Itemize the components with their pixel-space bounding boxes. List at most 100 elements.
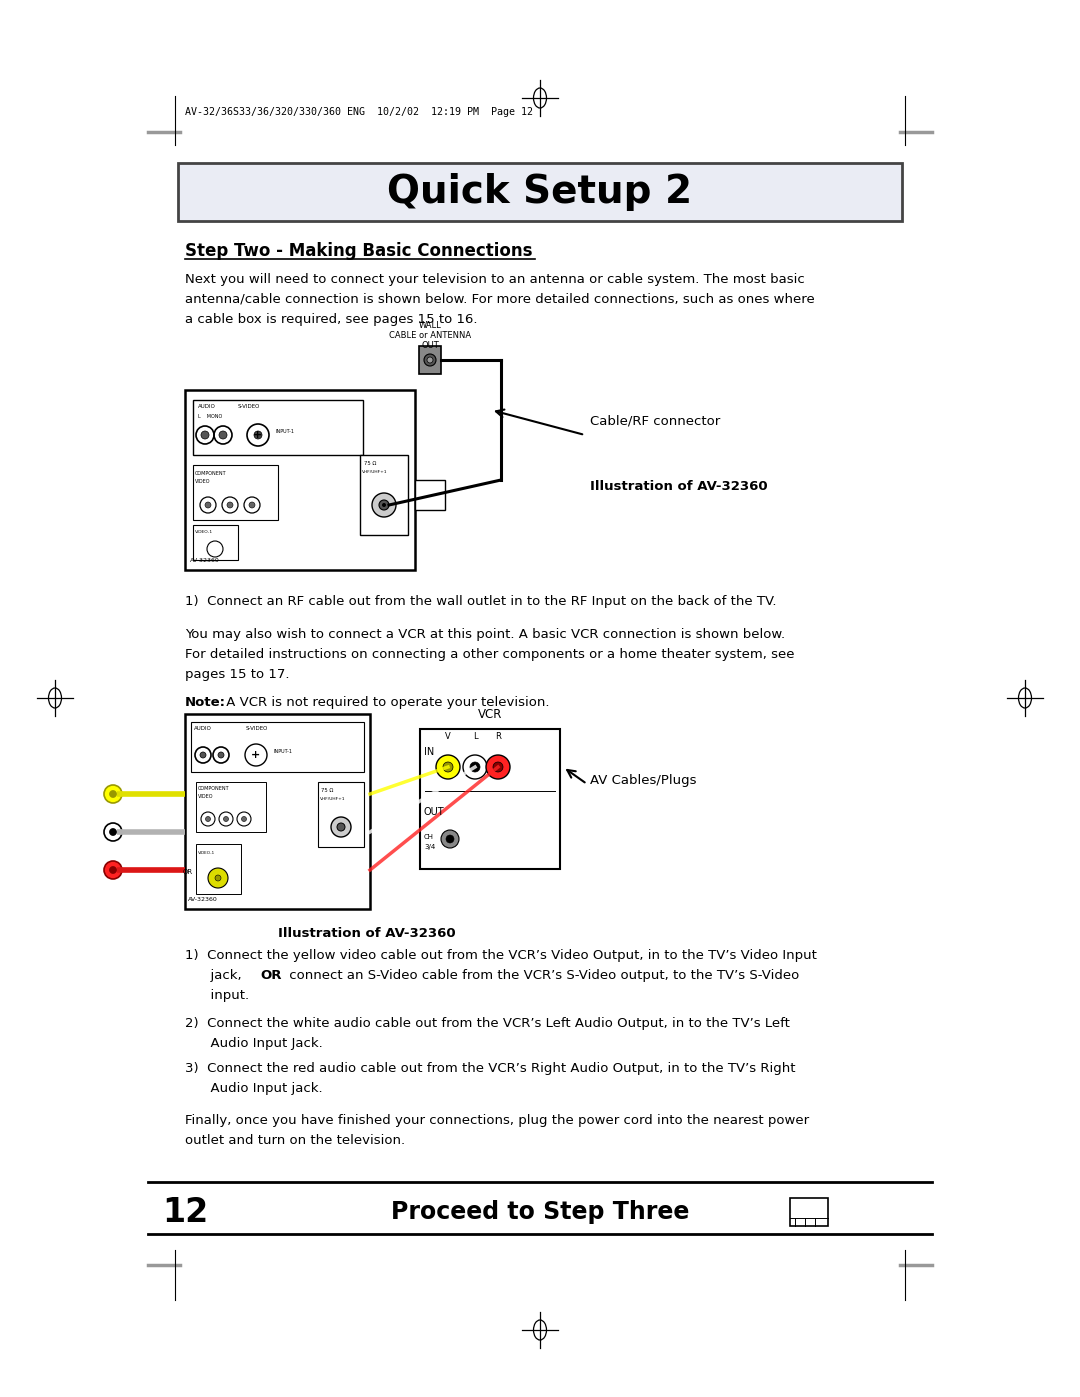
Text: input.: input. (185, 989, 249, 1002)
Circle shape (219, 432, 227, 439)
Text: For detailed instructions on connecting a other components or a home theater sys: For detailed instructions on connecting … (185, 648, 795, 661)
Text: IN: IN (424, 747, 434, 757)
Bar (318, 782, 364, 847)
Text: antenna/cable connection is shown below. For more detailed connections, such as : antenna/cable connection is shown below.… (185, 293, 814, 306)
Text: 12: 12 (162, 1196, 208, 1228)
Text: CABLE or ANTENNA: CABLE or ANTENNA (389, 331, 471, 339)
Circle shape (470, 761, 480, 773)
Text: Note:: Note: (185, 696, 226, 710)
Text: L    MONO: L MONO (198, 414, 222, 419)
Text: AV-32360: AV-32360 (190, 557, 219, 563)
Text: 1)  Connect an RF cable out from the wall outlet in to the RF Input on the back : 1) Connect an RF cable out from the wall… (185, 595, 777, 608)
Text: a cable box is required, see pages 15 to 16.: a cable box is required, see pages 15 to… (185, 313, 477, 326)
Bar (789, 1199, 828, 1227)
Circle shape (104, 785, 122, 803)
Circle shape (205, 816, 211, 821)
Circle shape (379, 500, 389, 510)
Text: AUDIO: AUDIO (194, 726, 212, 731)
Circle shape (427, 358, 433, 363)
Circle shape (463, 754, 487, 780)
FancyBboxPatch shape (178, 163, 902, 221)
Bar (415, 481, 445, 510)
Text: +: + (254, 430, 262, 440)
Text: connect an S-Video cable from the VCR’s S-Video output, to the TV’s S-Video: connect an S-Video cable from the VCR’s … (285, 970, 799, 982)
Bar (193, 525, 238, 560)
Text: VIDEO: VIDEO (195, 479, 211, 483)
Circle shape (104, 823, 122, 841)
Circle shape (109, 828, 117, 835)
Bar (185, 390, 415, 570)
Bar (195, 782, 266, 833)
Text: OUT: OUT (424, 807, 445, 817)
Text: Cable/RF connector: Cable/RF connector (590, 415, 720, 427)
Circle shape (441, 830, 459, 848)
Text: R: R (495, 732, 501, 740)
Text: 1)  Connect the yellow video cable out from the VCR’s Video Output, in to the TV: 1) Connect the yellow video cable out fr… (185, 949, 816, 963)
Circle shape (205, 502, 211, 509)
Circle shape (224, 816, 229, 821)
Text: AV-32360: AV-32360 (188, 897, 218, 902)
Text: 2)  Connect the white audio cable out from the VCR’s Left Audio Output, in to th: 2) Connect the white audio cable out fro… (185, 1017, 789, 1030)
Text: VIDEO-1: VIDEO-1 (195, 529, 213, 534)
Text: You may also wish to connect a VCR at this point. A basic VCR connection is show: You may also wish to connect a VCR at th… (185, 629, 785, 641)
Text: AUDIO: AUDIO (198, 404, 216, 409)
Circle shape (492, 761, 503, 773)
Bar (193, 465, 278, 520)
Circle shape (104, 861, 122, 879)
Text: outlet and turn on the television.: outlet and turn on the television. (185, 1134, 405, 1147)
Text: COMPONENT: COMPONENT (198, 787, 230, 791)
Circle shape (249, 502, 255, 509)
Bar (419, 346, 441, 374)
Circle shape (330, 817, 351, 837)
Bar (195, 844, 241, 894)
Text: Finally, once you have finished your connections, plug the power cord into the n: Finally, once you have finished your con… (185, 1113, 809, 1127)
Text: L: L (473, 732, 477, 740)
Circle shape (486, 754, 510, 780)
Text: Step Two - Making Basic Connections: Step Two - Making Basic Connections (185, 242, 532, 260)
Text: Next you will need to connect your television to an antenna or cable system. The: Next you will need to connect your telev… (185, 272, 805, 286)
Text: S-VIDEO: S-VIDEO (238, 404, 260, 409)
Circle shape (213, 747, 229, 763)
Text: Proceed to Step Three: Proceed to Step Three (391, 1200, 689, 1224)
Circle shape (200, 752, 206, 759)
Text: OR: OR (183, 869, 193, 875)
Text: 3/4: 3/4 (424, 844, 435, 849)
Text: WALL: WALL (419, 321, 442, 330)
Circle shape (443, 761, 453, 773)
Circle shape (208, 868, 228, 888)
Text: A VCR is not required to operate your television.: A VCR is not required to operate your te… (222, 696, 550, 710)
Circle shape (242, 816, 246, 821)
Circle shape (218, 752, 224, 759)
Bar (360, 455, 408, 535)
Circle shape (446, 835, 454, 842)
Text: COMPONENT: COMPONENT (195, 471, 227, 476)
Text: AV Cables/Plugs: AV Cables/Plugs (590, 774, 697, 787)
Circle shape (227, 502, 233, 509)
Text: OUT: OUT (421, 341, 438, 351)
Circle shape (201, 432, 210, 439)
Text: INPUT-1: INPUT-1 (276, 429, 295, 434)
Text: 3)  Connect the red audio cable out from the VCR’s Right Audio Output, in to the: 3) Connect the red audio cable out from … (185, 1062, 796, 1076)
Text: VHF/UHF+1: VHF/UHF+1 (320, 798, 346, 800)
Circle shape (195, 747, 211, 763)
Text: V: V (445, 732, 450, 740)
Text: S-VIDEO: S-VIDEO (246, 726, 268, 731)
Text: 75 Ω: 75 Ω (364, 461, 376, 467)
Circle shape (372, 493, 396, 517)
Text: Audio Input jack.: Audio Input jack. (185, 1083, 323, 1095)
Bar (420, 729, 561, 869)
Circle shape (436, 754, 460, 780)
Text: VCR: VCR (477, 708, 502, 721)
Text: 75 Ω: 75 Ω (321, 788, 334, 793)
Circle shape (382, 503, 386, 507)
Text: Illustration of AV-32360: Illustration of AV-32360 (278, 928, 456, 940)
Text: VIDEO-1: VIDEO-1 (198, 851, 215, 855)
Circle shape (254, 432, 262, 439)
Text: OR: OR (260, 970, 282, 982)
Circle shape (424, 353, 436, 366)
Text: +: + (252, 750, 260, 760)
Text: jack,: jack, (185, 970, 246, 982)
Text: pages 15 to 17.: pages 15 to 17. (185, 668, 289, 680)
Text: AV-32/36S33/36/320/330/360 ENG  10/2/02  12:19 PM  Page 12: AV-32/36S33/36/320/330/360 ENG 10/2/02 1… (185, 108, 534, 117)
Circle shape (215, 875, 221, 882)
